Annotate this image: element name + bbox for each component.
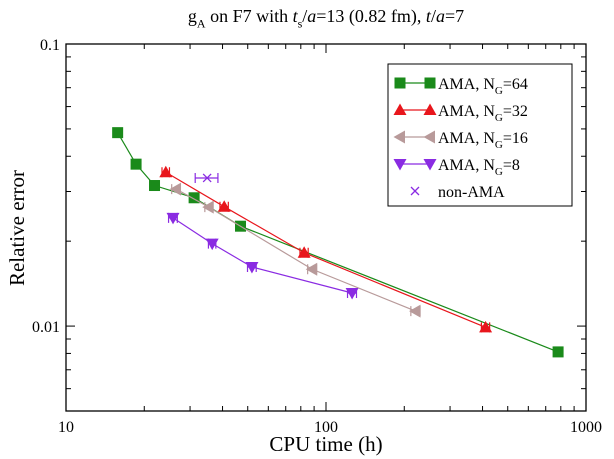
chart-title-text: gA on F7 with ts/a=13 (0.82 fm), t/a=7 bbox=[188, 6, 464, 30]
data-point bbox=[217, 200, 231, 212]
legend-item: AMA, NG=64 bbox=[394, 76, 528, 97]
data-point bbox=[188, 192, 200, 204]
data-point bbox=[552, 346, 564, 358]
data-series bbox=[112, 127, 564, 358]
legend-label-part: =8 bbox=[503, 157, 520, 174]
chart-title-text-part: A bbox=[197, 16, 206, 30]
data-point bbox=[297, 246, 311, 258]
legend-label-part: AMA, N bbox=[438, 130, 495, 147]
data-point bbox=[205, 238, 219, 251]
data-point bbox=[149, 180, 161, 192]
chart-title-text-part: / bbox=[431, 6, 436, 26]
data-point bbox=[409, 304, 421, 318]
data-point bbox=[169, 182, 182, 196]
data-point bbox=[305, 262, 318, 276]
series-line bbox=[165, 171, 486, 328]
legend-marker bbox=[393, 159, 407, 171]
y-tick-label: 0.01 bbox=[32, 319, 60, 336]
data-point bbox=[166, 212, 180, 225]
legend-item: AMA, NG=8 bbox=[393, 157, 520, 178]
x-tick-label: 1000 bbox=[570, 419, 602, 436]
series-2 bbox=[169, 182, 421, 318]
data-point bbox=[159, 165, 173, 178]
chart-title-text-part: t bbox=[426, 6, 432, 26]
legend-marker bbox=[423, 130, 435, 144]
chart-title-text-part: on F7 with bbox=[206, 6, 293, 26]
series-4 bbox=[194, 172, 219, 183]
data-point bbox=[245, 261, 259, 274]
data-point bbox=[479, 320, 493, 333]
legend-marker bbox=[410, 186, 420, 196]
axis-tick-labels: 10 100 1000 0.01 0.1 bbox=[32, 37, 602, 436]
legend-label: AMA, NG=32 bbox=[438, 103, 528, 124]
y-tick-label: 0.1 bbox=[40, 37, 60, 54]
legend-label-part: AMA, N bbox=[438, 103, 495, 120]
data-point bbox=[112, 127, 124, 139]
x-tick-label: 10 bbox=[58, 419, 74, 436]
legend-label-part: G bbox=[495, 166, 503, 178]
legend-item: non-AMA bbox=[410, 184, 505, 201]
legend-label: non-AMA bbox=[438, 184, 505, 201]
legend-label-part: AMA, N bbox=[438, 157, 495, 174]
legend-marker bbox=[393, 130, 405, 144]
legend-label-part: =64 bbox=[503, 76, 528, 93]
legend-box bbox=[387, 63, 573, 207]
x-tick-label: 100 bbox=[314, 419, 338, 436]
chart-title: gA on F7 with ts/a=13 (0.82 fm), t/a=7 bbox=[188, 6, 464, 30]
legend-marker bbox=[424, 77, 436, 89]
legend-marker bbox=[394, 77, 406, 89]
legend-label-part: G bbox=[495, 112, 503, 124]
axis-ticks bbox=[65, 43, 587, 412]
chart-title-text-part: t bbox=[293, 6, 299, 26]
x-axis-label: CPU time (h) bbox=[269, 432, 382, 456]
legend-item: AMA, NG=16 bbox=[393, 130, 528, 151]
data-point bbox=[202, 173, 212, 183]
legend-marker bbox=[393, 103, 407, 115]
data-point bbox=[345, 288, 359, 300]
chart-title-text-part: g bbox=[188, 6, 197, 26]
legend-label-part: G bbox=[495, 139, 503, 151]
series-3 bbox=[166, 212, 359, 300]
data-point bbox=[202, 200, 214, 214]
data-point bbox=[130, 158, 142, 170]
legend-marker bbox=[423, 103, 437, 115]
legend-marker bbox=[423, 159, 437, 171]
chart-title-text-part: =13 (0.82 fm), bbox=[316, 6, 426, 27]
legend-label-part: =16 bbox=[503, 130, 528, 147]
chart-title-text-part: / bbox=[302, 6, 307, 26]
legend-item: AMA, NG=32 bbox=[393, 103, 528, 124]
series-line bbox=[175, 188, 416, 312]
y-axis-label: Relative error bbox=[5, 170, 29, 286]
legend-label-part: non-AMA bbox=[438, 184, 505, 201]
legend-label-part: AMA, N bbox=[438, 76, 495, 93]
legend-label: AMA, NG=8 bbox=[438, 157, 520, 178]
series-line bbox=[172, 217, 353, 294]
legend-label: AMA, NG=16 bbox=[438, 130, 528, 151]
legend-label-part: =32 bbox=[503, 103, 528, 120]
chart-title-text-part: =7 bbox=[445, 6, 464, 26]
chart-title-text-part: s bbox=[298, 16, 303, 30]
legend-label: AMA, NG=64 bbox=[438, 76, 528, 97]
chart-title-text-part: a bbox=[436, 6, 445, 26]
series-1 bbox=[159, 165, 493, 333]
chart-title-text-part: a bbox=[307, 6, 316, 26]
legend-label-part: G bbox=[495, 85, 503, 97]
